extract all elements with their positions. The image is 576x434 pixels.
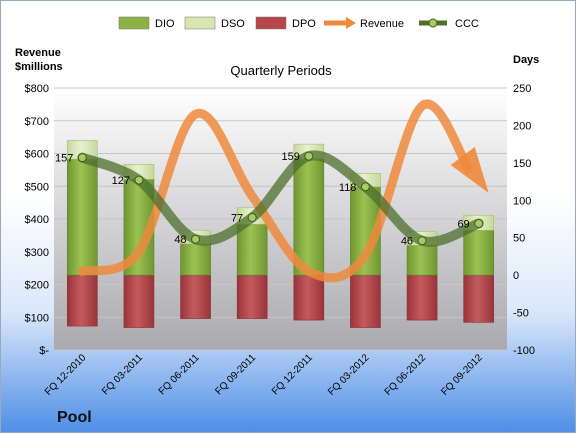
legend-swatch [118, 16, 150, 30]
legend-label: DPO [292, 18, 316, 30]
ccc-data-label: 118 [339, 182, 357, 194]
dio-bar [67, 158, 98, 276]
legend-label: DIO [155, 18, 175, 30]
category-labels: FQ 12-2010 FQ 03-2011 FQ 06-2011 FQ 09-2011… [43, 352, 485, 398]
legend-label: DSO [221, 18, 245, 30]
revenue-arrowhead [450, 146, 489, 193]
legend-label: CCC [455, 18, 479, 30]
category-label: FQ 09-2011 [213, 352, 258, 397]
left-axis-label-line1: Revenue [15, 47, 61, 59]
left-tick-label: $500 [25, 181, 49, 193]
left-tick-label: $300 [25, 247, 49, 259]
left-tick-label: $400 [25, 214, 49, 226]
ccc-point [304, 151, 314, 161]
company-name: Pool [57, 409, 92, 426]
right-tick-label: 150 [513, 158, 531, 170]
dio-bar [406, 244, 438, 276]
dpo-bar [123, 274, 155, 328]
dpo-bar [293, 274, 325, 321]
ccc-data-label: 69 [457, 218, 469, 230]
category-label: FQ 09-2012 [439, 352, 485, 398]
right-axis-label: Days [513, 54, 539, 66]
ccc-point [77, 153, 87, 163]
ccc-line [77, 150, 484, 247]
dpo-bar [236, 274, 268, 319]
ccc-point [134, 175, 144, 185]
left-tick-label: $700 [25, 116, 49, 128]
ccc-point [360, 182, 370, 192]
legend-swatch-marker [428, 18, 438, 28]
dpo-bar [350, 274, 381, 328]
left-tick-label: $- [39, 345, 49, 357]
legend-swatch [255, 16, 287, 30]
left-axis-label-line2: $millions [15, 61, 63, 73]
ccc-data-label: 46 [401, 236, 413, 248]
legend: DIO DSO DPO Revenue CCC [118, 16, 479, 30]
ccc-point [247, 213, 257, 223]
right-tick-label: 0 [513, 270, 519, 282]
left-tick-label: $800 [25, 83, 49, 95]
axis-ticks: $- $100 $200 $300 $400 $500 $600 $700 $800 -100 -5… [25, 83, 536, 357]
left-tick-label: $200 [25, 280, 49, 292]
dpo-bar [406, 274, 438, 321]
category-label: FQ 06-2011 [157, 352, 202, 397]
dpo-bar [180, 274, 211, 319]
left-tick-label: $600 [25, 149, 49, 161]
right-tick-label: 200 [513, 120, 531, 132]
right-tick-label: 50 [513, 233, 525, 245]
revenue-line [77, 99, 474, 283]
legend-swatch [184, 16, 216, 30]
category-label: FQ 06-2012 [383, 352, 429, 398]
right-tick-label: 250 [513, 83, 531, 95]
category-label: FQ 03-2011 [100, 352, 145, 397]
category-label: FQ 12-2011 [270, 352, 315, 397]
ccc-data-label: 159 [281, 151, 299, 163]
legend-swatch-arrow [346, 17, 356, 29]
line-series: 157 127 48 77 159 118 46 69 [55, 99, 489, 283]
chart-title: Quarterly Periods [230, 63, 332, 78]
right-tick-label: -100 [513, 345, 535, 357]
left-tick-label: $100 [25, 312, 49, 324]
ccc-point [474, 218, 484, 228]
right-tick-label: -50 [513, 308, 529, 320]
category-label: FQ 12-2010 [43, 352, 89, 398]
dio-bar [236, 223, 268, 276]
legend-label: Revenue [360, 18, 404, 30]
ccc-data-label: 77 [231, 213, 243, 225]
dpo-bar [67, 274, 98, 327]
dio-bar [463, 229, 494, 276]
ccc-data-label: 157 [55, 153, 73, 165]
ccc-data-label: 48 [174, 234, 186, 246]
ccc-point [417, 236, 427, 246]
dio-bar [180, 243, 211, 276]
ccc-point [191, 234, 201, 244]
ccc-data-label: 127 [112, 175, 130, 187]
dpo-bar [463, 274, 494, 323]
category-label: FQ 03-2012 [326, 352, 372, 398]
dio-bar [293, 158, 325, 276]
right-tick-label: 100 [513, 195, 531, 207]
